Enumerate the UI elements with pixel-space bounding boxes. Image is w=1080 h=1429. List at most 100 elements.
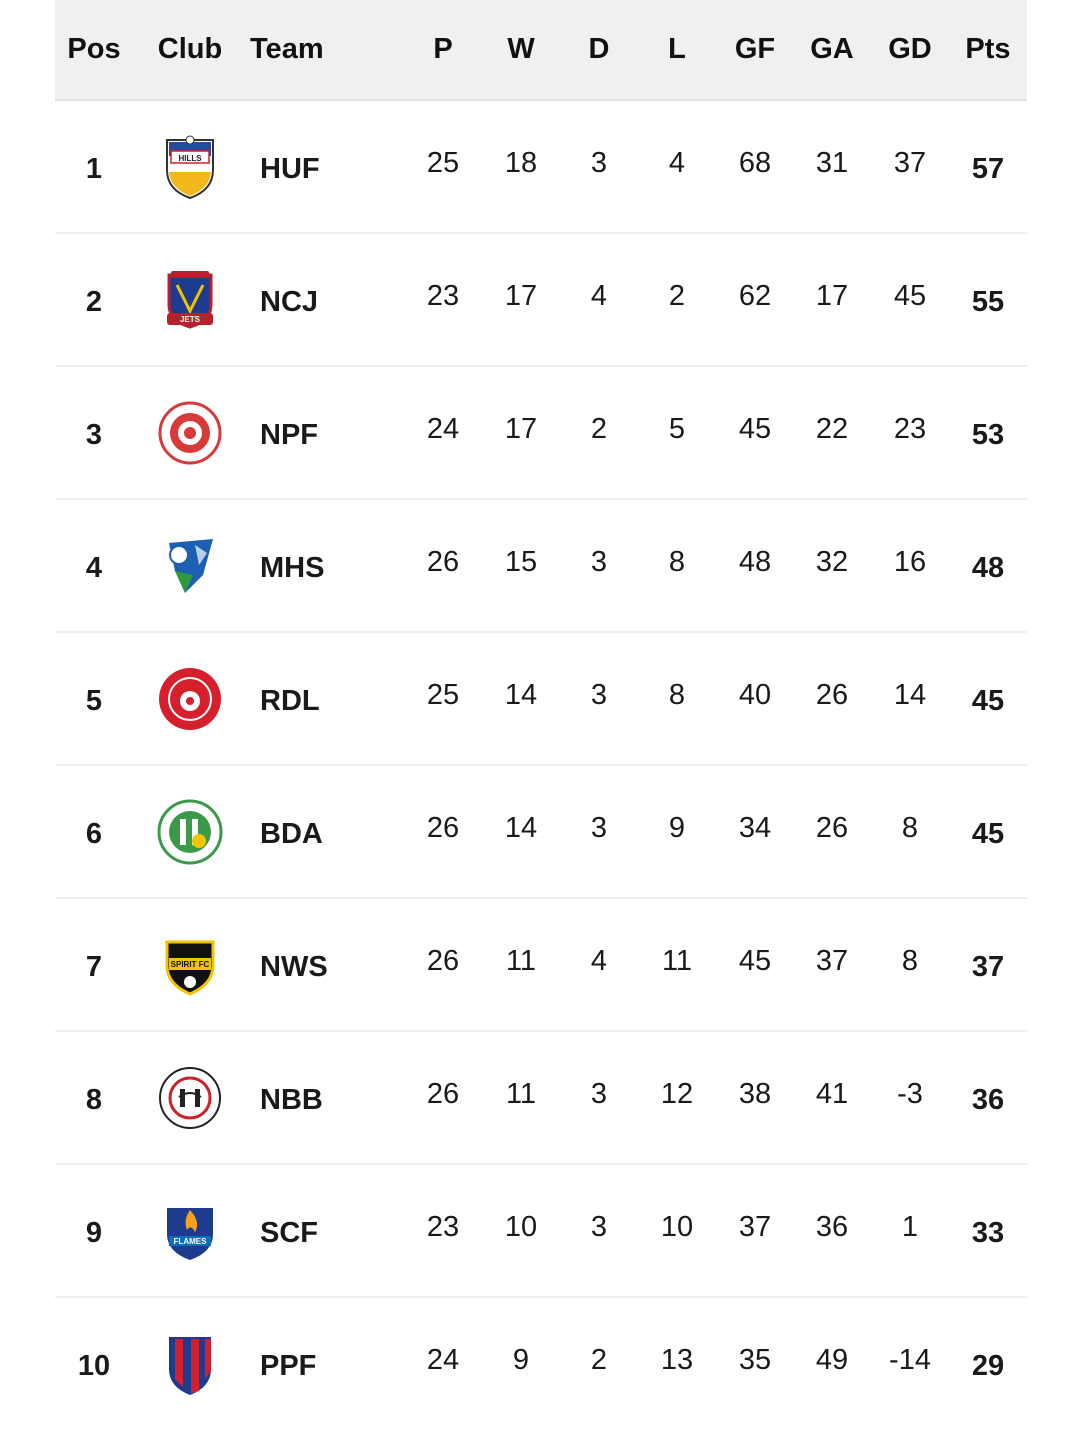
cell-pos: 10	[77, 1350, 111, 1382]
cell-goal-difference: 23	[893, 413, 927, 445]
cell-points: 33	[971, 1217, 1005, 1249]
cell-won: 9	[512, 1344, 530, 1376]
cell-drawn: 3	[590, 1211, 608, 1243]
table-row[interactable]: 3 NPF 24 17 2 5 45 22 23 53	[55, 367, 1027, 500]
table-row[interactable]: 4 MHS 26 15 3 8 48 32 16 48	[55, 500, 1027, 633]
table-row[interactable]: 5 RDL 25 14 3 8 40 26 14 45	[55, 633, 1027, 766]
cell-team: NPF	[260, 419, 318, 451]
cell-team: SCF	[260, 1217, 318, 1249]
cell-team: RDL	[260, 685, 320, 717]
cell-lost: 5	[668, 413, 686, 445]
cell-lost: 12	[660, 1078, 694, 1110]
cell-played: 25	[426, 147, 460, 179]
prospect-united-crest-icon	[150, 1298, 230, 1429]
cell-drawn: 3	[590, 679, 608, 711]
cell-pos: 1	[85, 153, 103, 185]
table-row[interactable]: 2 NCJ 23 17 4 2 62 17 45 55 JETS	[55, 234, 1027, 367]
cell-lost: 10	[660, 1211, 694, 1243]
flames-crest-icon: FLAMES	[150, 1165, 230, 1296]
cell-won: 11	[505, 1078, 537, 1110]
svg-text:FLAMES: FLAMES	[174, 1237, 208, 1246]
cell-played: 26	[426, 945, 460, 977]
cell-goals-for: 38	[738, 1078, 772, 1110]
cell-lost: 8	[668, 679, 686, 711]
cell-team: BDA	[260, 818, 323, 850]
svg-text:JETS: JETS	[180, 315, 201, 324]
cell-goals-for: 62	[738, 280, 772, 312]
cell-drawn: 4	[590, 945, 608, 977]
header-goals-against: GA	[810, 33, 854, 65]
cell-points: 29	[971, 1350, 1005, 1382]
header-won: W	[507, 33, 535, 65]
table-row[interactable]: 8 NBB 26 11 3 12 38 41 -3 36	[55, 1032, 1027, 1165]
cell-drawn: 2	[590, 413, 608, 445]
spirit-fc-crest-icon: SPIRIT FC	[150, 899, 230, 1030]
cell-drawn: 4	[590, 280, 608, 312]
header-lost: L	[668, 33, 686, 65]
cell-pos: 6	[85, 818, 103, 850]
cell-goal-difference: 37	[893, 147, 927, 179]
cell-points: 48	[971, 552, 1005, 584]
table-row[interactable]: 1 HUF 25 18 3 4 68 31 37 57 HILLS	[55, 101, 1027, 234]
cell-goal-difference: -14	[889, 1344, 931, 1376]
cell-lost: 8	[668, 546, 686, 578]
cell-points: 57	[971, 153, 1005, 185]
cell-team: NCJ	[260, 286, 319, 318]
cell-won: 17	[504, 413, 538, 445]
cell-goal-difference: 45	[893, 280, 927, 312]
cell-pos: 9	[85, 1217, 103, 1249]
cell-played: 25	[426, 679, 460, 711]
table-row[interactable]: 7 NWS 26 11 4 11 45 37 8 37 SPIRIT FC	[55, 899, 1027, 1032]
table-row[interactable]: 9 SCF 23 10 3 10 37 36 1 33 FLAMES	[55, 1165, 1027, 1298]
cell-lost: 2	[668, 280, 686, 312]
cell-team: NBB	[260, 1084, 323, 1116]
header-club: Club	[157, 33, 223, 65]
cell-goal-difference: -3	[897, 1078, 923, 1110]
cell-goals-against: 22	[815, 413, 849, 445]
svg-text:HILLS: HILLS	[178, 154, 202, 163]
cell-goals-against: 26	[815, 812, 849, 844]
header-goals-for: GF	[734, 33, 776, 65]
cell-won: 15	[504, 546, 538, 578]
cell-team: MHS	[260, 552, 325, 584]
cell-won: 18	[504, 147, 538, 179]
cell-lost: 9	[668, 812, 686, 844]
table-row[interactable]: 10 PPF 24 9 2 13 35 49 -14 29	[55, 1298, 1027, 1429]
cell-team: HUF	[260, 153, 320, 185]
nepean-fc-crest-icon	[150, 367, 230, 498]
table-row[interactable]: 6 BDA 26 14 3 9 34 26 8 45	[55, 766, 1027, 899]
cell-played: 24	[426, 413, 460, 445]
cell-won: 14	[504, 679, 538, 711]
cell-goals-against: 41	[815, 1078, 849, 1110]
mhs-crest-icon	[150, 500, 230, 631]
cell-points: 37	[971, 951, 1005, 983]
header-points: Pts	[965, 33, 1011, 65]
cell-pos: 7	[85, 951, 103, 983]
cell-drawn: 3	[590, 147, 608, 179]
cell-won: 14	[504, 812, 538, 844]
cell-pos: 8	[85, 1084, 103, 1116]
cell-goals-against: 32	[815, 546, 849, 578]
cell-points: 36	[971, 1084, 1005, 1116]
cell-lost: 13	[660, 1344, 694, 1376]
cell-pos: 5	[85, 685, 103, 717]
table-header: Pos Club Team P W D L GF GA GD Pts	[55, 0, 1027, 101]
cell-goals-against: 17	[815, 280, 849, 312]
cell-played: 23	[426, 280, 460, 312]
cell-goals-against: 37	[815, 945, 849, 977]
rydalmere-crest-icon	[150, 633, 230, 764]
cell-won: 10	[504, 1211, 538, 1243]
header-team: Team	[250, 33, 324, 65]
cell-won: 17	[504, 280, 538, 312]
cell-drawn: 2	[590, 1344, 608, 1376]
cell-goal-difference: 16	[893, 546, 927, 578]
cell-won: 11	[505, 945, 537, 977]
cell-played: 23	[426, 1211, 460, 1243]
cell-pos: 4	[85, 552, 103, 584]
cell-team: NWS	[260, 951, 328, 983]
newcastle-jets-crest-icon: JETS	[150, 234, 230, 365]
cell-drawn: 3	[590, 812, 608, 844]
cell-team: PPF	[260, 1350, 317, 1382]
cell-goal-difference: 8	[901, 945, 919, 977]
cell-goals-against: 49	[815, 1344, 849, 1376]
